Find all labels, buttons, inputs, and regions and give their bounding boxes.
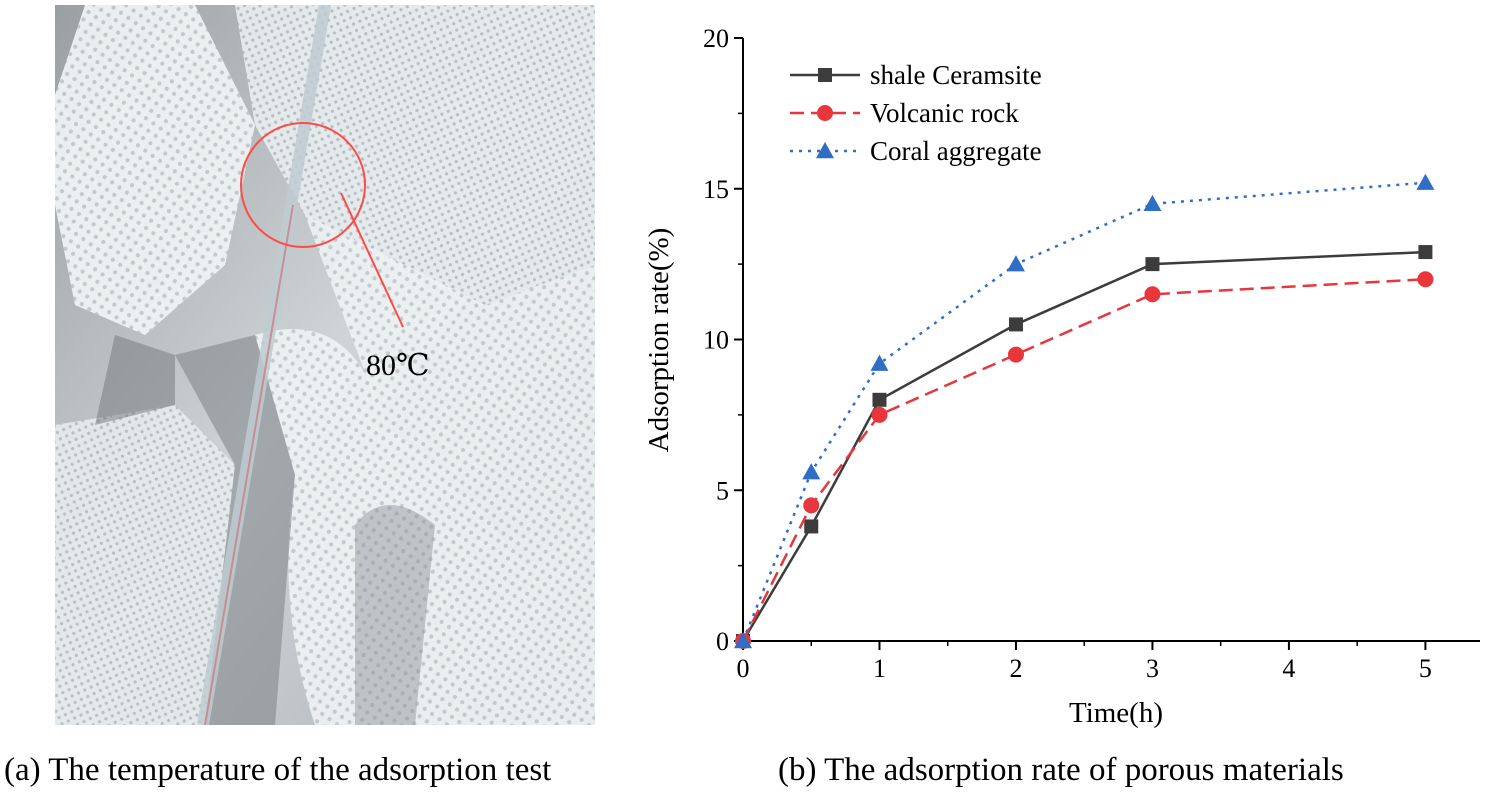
- temperature-annotation-label: 80℃: [366, 349, 430, 382]
- series-volcanic-rock: [735, 271, 1434, 649]
- mesh-sheet: [235, 5, 595, 305]
- data-point: [734, 632, 752, 649]
- temperature-highlight-circle: [240, 122, 366, 248]
- series-line: [741, 277, 1426, 642]
- x-axis-label: Time(h): [1069, 697, 1163, 729]
- adsorption-test-photo: 80℃: [55, 5, 595, 725]
- legend-label: shale Ceramsite: [870, 60, 1042, 90]
- data-point: [870, 354, 889, 371]
- data-point: [1416, 173, 1435, 190]
- mesh-shadow: [95, 335, 175, 425]
- mesh-sheet: [55, 405, 235, 725]
- series-line: [741, 181, 1426, 642]
- data-point: [1145, 257, 1160, 272]
- series-shale-ceramsite: [736, 245, 1433, 648]
- y-tick-label: 10: [703, 326, 729, 355]
- data-point: [1143, 194, 1162, 212]
- x-tick-label: 2: [1009, 654, 1022, 683]
- data-point: [804, 519, 819, 534]
- legend-label: Coral aggregate: [870, 136, 1042, 166]
- y-axis-label: Adsorption rate(%): [643, 228, 675, 453]
- data-point: [1417, 271, 1434, 288]
- x-tick-label: 0: [737, 654, 750, 683]
- x-tick-label: 1: [873, 654, 886, 683]
- chart-series: [734, 173, 1435, 649]
- data-point: [1006, 255, 1025, 272]
- data-point: [872, 392, 887, 407]
- chart-legend: shale Ceramsite Volcanic rock Coral aggreg…: [790, 60, 1042, 166]
- legend-marker: [817, 105, 833, 121]
- data-point: [1008, 317, 1023, 332]
- thermometer-column: [204, 204, 294, 725]
- caption-a: (a) The temperature of the adsorption te…: [4, 752, 552, 788]
- annotation-pointer-line: [340, 192, 404, 328]
- series-coral-aggregate: [734, 173, 1435, 649]
- data-point: [871, 406, 888, 423]
- thermometer: [197, 5, 331, 725]
- x-tick-label: 5: [1419, 654, 1432, 683]
- data-point: [803, 497, 820, 514]
- mesh-sheet: [305, 215, 595, 565]
- caption-b: (b) The adsorption rate of porous materi…: [778, 752, 1344, 788]
- legend-marker: [816, 142, 834, 159]
- y-tick-label: 0: [716, 627, 729, 656]
- data-point: [1418, 245, 1433, 260]
- legend-marker: [818, 68, 832, 82]
- chart-axes: 0 1 2 3 4 5 0 5 10 15 20: [703, 24, 1480, 683]
- series-line: [741, 250, 1426, 642]
- x-tick-label: 3: [1146, 654, 1159, 683]
- legend-label: Volcanic rock: [870, 98, 1019, 128]
- data-point: [1007, 346, 1024, 363]
- y-tick-label: 20: [703, 24, 729, 53]
- mesh-sheet: [255, 329, 595, 725]
- y-tick-label: 15: [703, 175, 729, 204]
- y-tick-label: 5: [716, 476, 729, 505]
- adsorption-rate-chart: 0 1 2 3 4 5 0 5 10 15 20 shale Ceramsite Volcanic r…: [643, 24, 1480, 729]
- data-point: [802, 463, 821, 480]
- mesh-shadow: [355, 505, 435, 725]
- x-tick-label: 4: [1282, 654, 1295, 683]
- mesh-sheet: [55, 5, 255, 335]
- data-point: [1144, 286, 1161, 303]
